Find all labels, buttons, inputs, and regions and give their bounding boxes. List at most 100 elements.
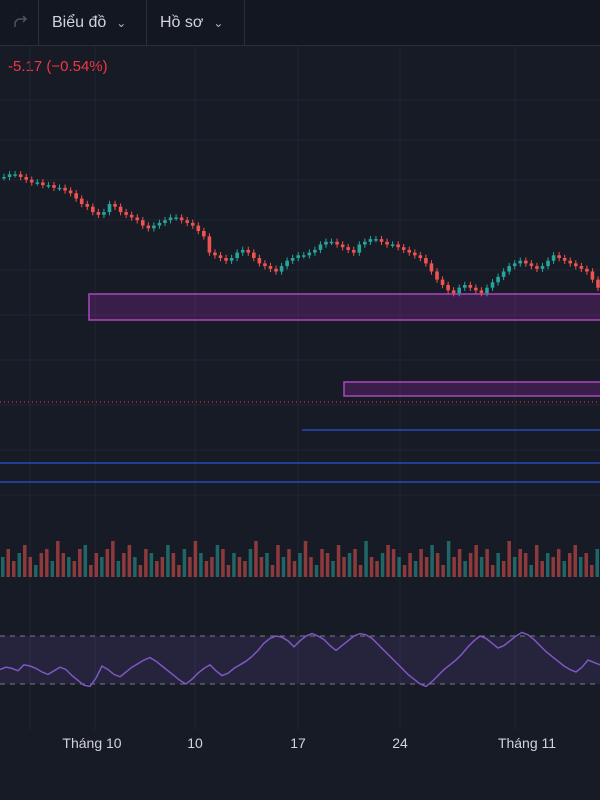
candle-body [512,263,517,267]
candle-body [18,174,23,177]
x-axis-label: 10 [187,735,203,751]
candle-body [118,206,123,213]
volume-bar [518,549,522,577]
candle-body [235,252,239,258]
volume-bar [287,549,291,577]
volume-bar [116,561,121,577]
volume-bar [298,553,302,577]
volume-bar [83,545,88,577]
volume-bar [413,561,418,577]
volume-bar [573,545,577,577]
grid-lines [0,46,600,730]
volume-bar [303,541,308,577]
volume-bar [545,553,550,577]
candle-body [401,247,406,250]
candle-body [179,217,184,221]
volume-bar [78,549,82,577]
volume-bar [270,565,275,577]
candle-body [63,187,67,191]
profile-menu-button[interactable]: Hồ sơ ⌄ [160,0,242,46]
volume-bar [551,557,555,577]
volume-bar [182,549,187,577]
candle-body [163,220,167,223]
volume-series [1,541,599,577]
candle-body [129,214,134,218]
profile-menu-label: Hồ sơ [160,14,204,31]
top-toolbar: Biểu đồ ⌄ Hồ sơ ⌄ [0,0,600,46]
candle-body [318,244,323,250]
volume-bar [193,541,198,577]
candle-body [196,225,201,231]
candle-body [363,241,367,245]
candle-body [540,266,545,269]
volume-bar [204,561,209,577]
volume-bar [226,565,231,577]
redo-icon-svg [14,15,28,27]
volume-bar [567,553,572,577]
volume-bar [325,553,330,577]
candle-body [407,249,412,253]
horizontal-lines [0,401,600,483]
volume-bar [259,557,264,577]
candle-body [113,204,117,207]
volume-bar [441,565,445,577]
candle-body [274,268,278,272]
candle-body [213,252,217,256]
candle-body [268,266,273,269]
volume-bar [100,557,104,577]
candle-body [7,174,12,177]
candle-body [546,260,550,267]
volume-bar [34,565,38,577]
volume-bar [17,553,22,577]
candle-body [585,268,589,272]
rsi-band [0,636,600,684]
volume-bar [138,565,143,577]
volume-bar [177,565,181,577]
volume-bar [501,561,506,577]
volume-bar [578,557,583,577]
candle-body [440,279,445,285]
volume-bar [490,565,495,577]
candle-body [207,236,212,253]
x-axis-label: Tháng 10 [62,735,121,751]
candle-body [79,198,84,204]
volume-bar [243,561,247,577]
candle-body [396,244,400,248]
candle-body [413,252,417,256]
candle-body [107,204,112,213]
rsi-indicator [0,631,600,688]
candle-body [296,255,301,258]
candle-body [340,244,345,248]
volume-bar [111,541,115,577]
redo-icon[interactable] [6,0,36,46]
candle-body [102,212,106,215]
candle-body [85,204,90,207]
candle-body [429,263,434,272]
volume-bar [166,545,170,577]
candle-body [263,263,267,267]
candle-body [468,285,473,288]
candle-body [202,231,206,237]
volume-bar [215,545,220,577]
x-axis: Tháng 10 10 17 24 Tháng 11 [62,735,556,751]
support-resistance-zones [88,293,600,397]
candle-body [290,258,295,261]
volume-bar [364,541,368,577]
candle-body [124,212,128,215]
chevron-down-icon: ⌄ [213,16,224,30]
x-axis-label: 24 [392,735,408,751]
volume-bar [72,561,77,577]
volume-bar [342,557,346,577]
volume-bar [276,545,280,577]
volume-bar [221,549,225,577]
candle-body [579,266,584,269]
chart-menu-button[interactable]: Biểu đồ ⌄ [52,0,144,46]
support-zone [343,381,600,397]
volume-bar [336,545,341,577]
volume-bar [292,561,297,577]
volume-bar [331,561,335,577]
candle-body [307,252,312,256]
candle-body [13,174,17,176]
candle-body [96,212,101,215]
